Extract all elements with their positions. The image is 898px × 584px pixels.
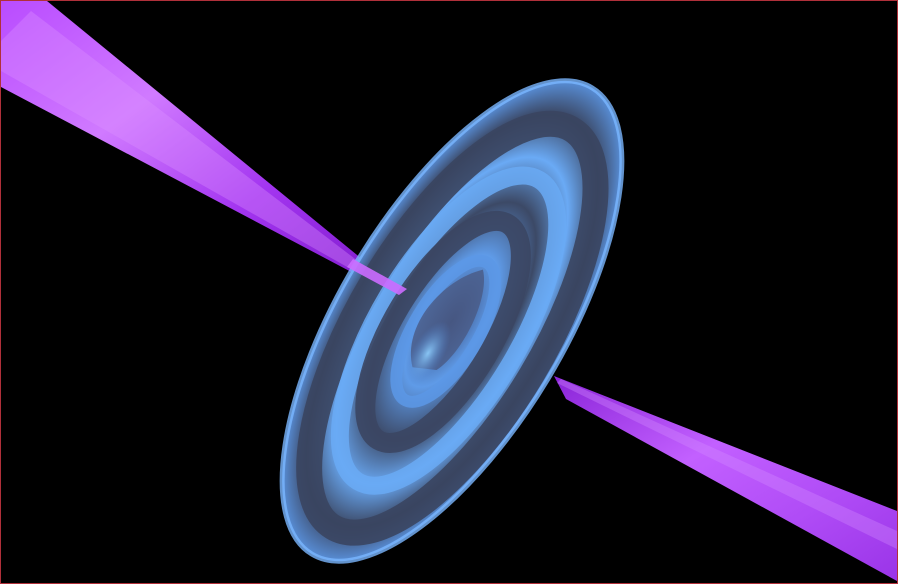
upper-jet xyxy=(1,1,401,294)
accretion-disk xyxy=(279,78,625,564)
jet-core xyxy=(347,259,407,295)
lower-jet xyxy=(554,376,897,581)
